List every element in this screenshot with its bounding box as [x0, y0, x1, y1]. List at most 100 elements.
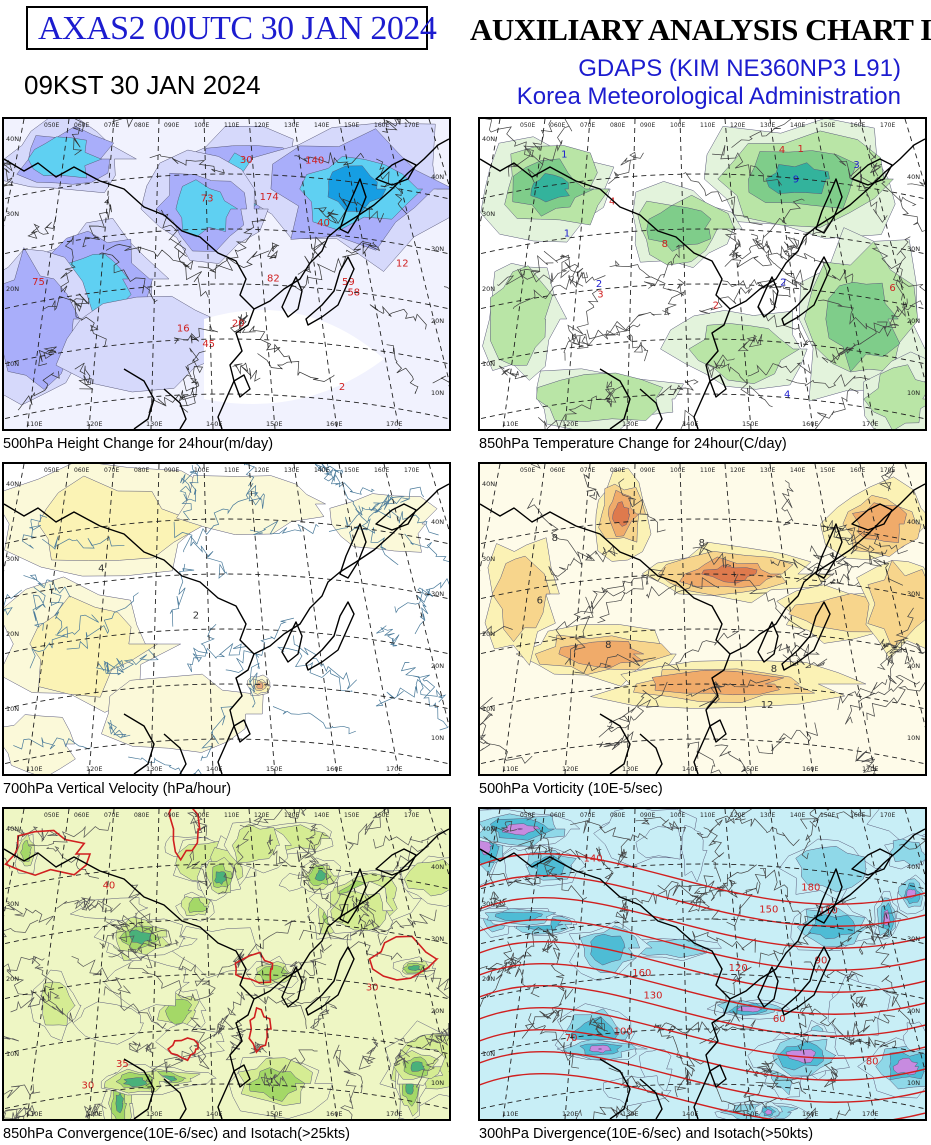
svg-text:080E: 080E: [134, 467, 149, 474]
contour-label: 120: [729, 963, 748, 974]
svg-text:080E: 080E: [610, 467, 625, 474]
svg-text:140E: 140E: [206, 765, 223, 773]
svg-text:10N: 10N: [482, 1050, 495, 1058]
lat-lon-grid: [480, 119, 925, 429]
svg-text:070E: 070E: [580, 812, 595, 819]
svg-text:050E: 050E: [520, 467, 535, 474]
contour-label: 6: [889, 283, 895, 294]
svg-text:10N: 10N: [431, 389, 444, 397]
svg-text:150E: 150E: [742, 420, 759, 428]
longitude-tick-labels-top: 050E 060E 070E 080E 090E 100E 110E 120E 130E 140E…: [520, 122, 895, 129]
svg-text:130E: 130E: [146, 1110, 163, 1118]
panel-caption-temperature-change: 850hPa Temperature Change for 24hour(C/d…: [479, 436, 787, 452]
contour-label: 75: [32, 277, 45, 288]
svg-text:120E: 120E: [730, 467, 745, 474]
svg-text:30N: 30N: [907, 245, 920, 253]
svg-text:090E: 090E: [164, 812, 179, 819]
svg-text:40N: 40N: [482, 135, 495, 143]
svg-text:060E: 060E: [74, 122, 89, 129]
svg-text:150E: 150E: [266, 1110, 283, 1118]
svg-text:140E: 140E: [206, 420, 223, 428]
svg-text:160E: 160E: [374, 467, 389, 474]
contour-label: 1: [561, 150, 567, 161]
coastline: [480, 138, 925, 429]
longitude-tick-labels-top: 050E 060E 070E 080E 090E 100E 110E 120E 130E 140E…: [520, 812, 895, 819]
svg-text:160E: 160E: [850, 122, 865, 129]
svg-text:100E: 100E: [194, 467, 209, 474]
coastline: [480, 828, 925, 1119]
svg-text:10N: 10N: [907, 1079, 920, 1087]
divergence-shading: [480, 809, 925, 1119]
svg-text:150E: 150E: [344, 812, 359, 819]
contour-label: 8: [662, 239, 668, 250]
svg-text:080E: 080E: [610, 122, 625, 129]
svg-text:170E: 170E: [862, 1110, 879, 1118]
svg-text:070E: 070E: [580, 467, 595, 474]
svg-text:060E: 060E: [550, 467, 565, 474]
contour-label: 8: [605, 640, 611, 651]
svg-text:170E: 170E: [404, 812, 419, 819]
svg-text:30N: 30N: [6, 555, 19, 563]
contour-label: 80: [866, 1056, 879, 1067]
svg-text:160E: 160E: [374, 812, 389, 819]
svg-text:40N: 40N: [907, 518, 920, 526]
contour-label: 174: [260, 192, 279, 203]
svg-text:120E: 120E: [562, 1110, 579, 1118]
latitude-tick-labels: 40N 40N 30N 30N 20N 20N 10N 10N: [6, 480, 444, 742]
svg-text:160E: 160E: [374, 122, 389, 129]
svg-text:20N: 20N: [907, 662, 920, 670]
coastline: [4, 138, 449, 429]
lat-lon-grid: [4, 809, 449, 1119]
contour-label: 8: [552, 533, 558, 544]
height-change-shading: [4, 119, 449, 406]
svg-text:170E: 170E: [862, 765, 879, 773]
map-canvas: 30 30 35 40 050E 060E 070E 080E 090E 100E 110E 120E…: [4, 809, 449, 1119]
panel-caption-height-change: 500hPa Height Change for 24hour(m/day): [3, 436, 274, 452]
contour-label: 30: [82, 1081, 95, 1092]
svg-text:30N: 30N: [6, 210, 19, 218]
svg-text:10N: 10N: [6, 360, 19, 368]
coastline: [480, 483, 925, 774]
svg-text:170E: 170E: [404, 467, 419, 474]
lat-lon-grid: [4, 119, 449, 429]
contour-label: 6: [537, 596, 543, 607]
latitude-tick-labels: 40N 40N 30N 30N 20N 20N 10N 10N: [6, 135, 444, 397]
svg-text:160E: 160E: [326, 765, 343, 773]
svg-text:160E: 160E: [326, 420, 343, 428]
svg-text:130E: 130E: [146, 420, 163, 428]
svg-text:090E: 090E: [164, 122, 179, 129]
longitude-tick-labels-top: 050E 060E 070E 080E 090E 100E 110E 120E 130E 140E…: [44, 812, 419, 819]
svg-text:120E: 120E: [254, 812, 269, 819]
svg-text:150E: 150E: [820, 467, 835, 474]
svg-text:20N: 20N: [907, 1007, 920, 1015]
svg-text:140E: 140E: [682, 1110, 699, 1118]
latitude-tick-labels: 40N 40N 30N 30N 20N 20N 10N 10N: [482, 480, 920, 742]
contour-label: 30: [240, 155, 253, 166]
contour-label: 4: [779, 145, 785, 156]
svg-text:110E: 110E: [224, 812, 239, 819]
svg-text:10N: 10N: [6, 705, 19, 713]
svg-text:30N: 30N: [482, 900, 495, 908]
svg-text:110E: 110E: [502, 420, 519, 428]
svg-text:110E: 110E: [700, 467, 715, 474]
contour-label: 130: [643, 990, 662, 1001]
svg-text:100E: 100E: [670, 812, 685, 819]
svg-text:130E: 130E: [760, 467, 775, 474]
svg-text:060E: 060E: [550, 812, 565, 819]
contour-label: 9: [793, 175, 799, 186]
convergence-contours: [4, 809, 449, 1119]
contour-label: 140: [305, 156, 324, 167]
latitude-tick-labels: 40N 40N 30N 30N 20N 20N 10N 10N: [482, 135, 920, 397]
panel-caption-convergence: 850hPa Convergence(10E-6/sec) and Isotac…: [3, 1126, 350, 1142]
svg-text:070E: 070E: [580, 122, 595, 129]
svg-text:160E: 160E: [850, 467, 865, 474]
svg-text:170E: 170E: [404, 122, 419, 129]
chart-title: AUXILIARY ANALYSIS CHART II: [470, 12, 931, 47]
svg-text:30N: 30N: [431, 590, 444, 598]
svg-text:110E: 110E: [26, 765, 43, 773]
svg-text:130E: 130E: [622, 420, 639, 428]
map-panel-temperature-change: 2 3 1 6 4 8 4 3 2 2 1 4 1 9 050E 060E 070E 080E 090E 100E 11…: [478, 117, 927, 431]
